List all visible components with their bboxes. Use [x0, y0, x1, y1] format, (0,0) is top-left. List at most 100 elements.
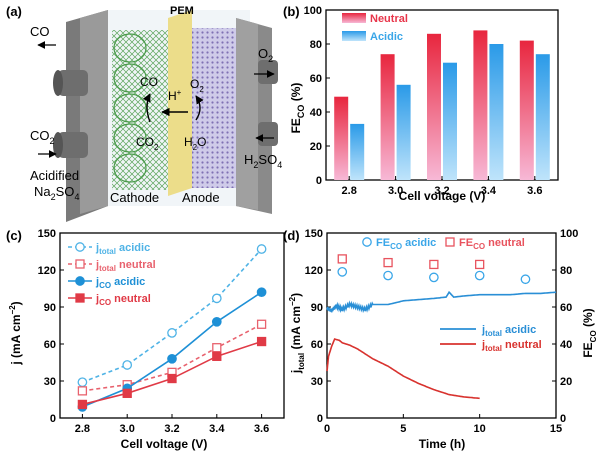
panel-d-ytick-left-label: 30: [311, 376, 323, 388]
panel-c-series-line-2: [82, 291, 263, 408]
panel-d-ytick-right-label: 80: [560, 265, 572, 277]
o2-inner-label: O2: [190, 77, 204, 94]
panel-c-point-0-1: [122, 360, 133, 370]
panel-c-legend-marker-0: [75, 242, 85, 252]
panel-c-tag: (c): [6, 228, 22, 243]
panel-b-ytick-label: 60: [310, 73, 322, 85]
panel-c-legend-label-3-sub: CO: [99, 298, 111, 307]
panel-d-fe-point-1-2: [429, 259, 439, 270]
panel-c-plot-area: 0 30 60 90 120 150 2.8 3.0 3.2 3.4 3.6: [38, 228, 285, 435]
bar-neutral-3.4: [473, 30, 488, 181]
panel-c-point-0-3: [211, 293, 222, 304]
panel-d-ytick-right-label: 40: [560, 339, 572, 351]
bar-acidic-3.6: [535, 54, 550, 181]
bar-neutral-2.8: [334, 96, 349, 180]
panel-d-fe-point-0-0: [337, 266, 348, 277]
panel-c-legend-label-0-main: j: [95, 242, 99, 254]
oxidation-arrow: [195, 95, 204, 121]
panel-d-fe-point-1-1: [383, 257, 393, 268]
panel-d-ytick-right-label: 60: [560, 302, 572, 314]
panel-b-ytick-label: 80: [310, 39, 322, 51]
panel-c-ytick-label: 0: [50, 413, 56, 425]
reduction-arrow: [142, 93, 151, 123]
panel-b-xtick-label: 2.8: [342, 185, 357, 197]
panel-d-fe-point-0-1: [383, 270, 393, 281]
panel-d-fe-point-1-0: [337, 254, 347, 264]
panel-c-xtick-label: 2.8: [75, 423, 90, 435]
panel-c-legend-marker-1: [75, 259, 85, 269]
bar-acidic-3.4: [489, 44, 504, 180]
panel-c-point-0-4: [256, 244, 267, 254]
na2so4-label: Na2SO4: [34, 184, 79, 202]
panel-d-fe-point-0-3: [474, 270, 485, 281]
panel-b-xtick-label: 3.4: [481, 185, 497, 197]
panel-d-line-0: [326, 290, 557, 314]
panel-c-legend-label-3-end: neutral: [111, 293, 151, 305]
legend-acidic-swatch: [342, 31, 366, 41]
panel-b-ylabel: FECO (%): [289, 83, 306, 134]
o2-out-label: O2: [258, 46, 273, 64]
legend-neutral-swatch: [342, 13, 366, 23]
co-out-label: CO: [30, 24, 50, 39]
panel-c-point-1-0: [77, 386, 88, 396]
panel-b-xtick-label: 3.6: [527, 185, 542, 197]
panel-d-ytick-right-label: 100: [560, 228, 578, 240]
panel-d-plot-area: 0 30 60 90 120 150 0 20 40 60 80 100 0 5 10 15: [305, 228, 579, 435]
panel-d-legend-fe-label-0-end: acidic: [402, 237, 436, 249]
panel-d-legend-fe-marker-0: [362, 237, 372, 247]
panel-b-ytick-label: 0: [316, 175, 322, 187]
panel-c-point-1-4: [256, 319, 267, 329]
panel-c-xlabel: Cell voltage (V): [121, 437, 208, 451]
panel-d-legend-fe-label-0-main: FE: [376, 237, 390, 249]
panel-c-ytick-label: 90: [44, 302, 56, 314]
panel-d-legend-fe-marker-1: [445, 237, 455, 247]
panel-c-legend-label-0: jtotal acidic: [95, 242, 150, 256]
cathode-housing: [53, 10, 108, 222]
panel-c-point-2-3: [211, 316, 222, 327]
panel-c-point-3-3: [212, 351, 222, 361]
panel-c-point-3-0: [77, 399, 88, 410]
panel-d-fe-point-0-4: [520, 274, 531, 285]
panel-d-ytick-right-label: 20: [560, 376, 572, 388]
panel-d-ytick-left-label: 90: [311, 302, 323, 314]
panel-c-legend-label-1-end: neutral: [116, 259, 156, 271]
panel-d-legend-j-label-0-end: acidic: [502, 324, 536, 336]
panel-d-ylabel-right: FECO (%): [581, 308, 598, 357]
panel-c-xtick-label: 3.2: [164, 423, 179, 435]
panel-d-ytick-left-label: 120: [305, 265, 323, 277]
panel-d-legend-fe-label-1-main: FE: [459, 237, 473, 249]
panel-d-ytick-left-label: 0: [317, 413, 323, 425]
h2so4-label: H2SO4: [244, 152, 282, 170]
panel-c-legend-marker-3: [75, 293, 85, 303]
panel-d-legend-fe-label-0-sub: CO: [390, 242, 402, 251]
h2o-label: H2O: [184, 135, 206, 152]
panel-c-xtick-label: 3.4: [209, 423, 225, 435]
panel-c-ytick-label: 60: [44, 339, 56, 351]
panel-d-ytick-right-label: 0: [560, 413, 566, 425]
pem-membrane: [168, 10, 192, 196]
panel-d-legend-j-label-1-main: j: [481, 339, 485, 351]
co2-in-label: CO2: [30, 128, 55, 146]
bar-acidic-3.0: [396, 84, 411, 180]
panel-d-fe-point-1-3: [475, 259, 485, 270]
panel-d-legend-fe-label-0: FECO acidic: [376, 237, 436, 251]
panel-b-ytick-label: 100: [304, 5, 322, 17]
panel-c-legend-label-0-sub: total: [99, 247, 116, 256]
panel-c-legend-label-2: jCO acidic: [95, 276, 145, 290]
bar-neutral-3.2: [427, 33, 441, 180]
panel-b-bar-chart: (b) 0 20 40 60 80 100 2.8 3.0 3.2 3.4 3.6 Cell vol…: [283, 4, 559, 203]
panel-b-legend: Neutral Acidic: [342, 13, 408, 43]
panel-b-ytick-label: 40: [310, 107, 322, 119]
panel-c-point-0-2: [167, 328, 177, 338]
panel-d-xlabel: Time (h): [419, 437, 465, 451]
panel-c-xtick-label: 3.6: [254, 423, 269, 435]
panel-d-legend-fe-label-1-end: neutral: [485, 237, 525, 249]
anode-layer: [192, 28, 236, 188]
panel-d-xtick-label: 10: [474, 423, 486, 435]
panel-c-legend-label-0-end: acidic: [116, 242, 150, 254]
panel-c-ylabel: j (mA cm−2): [8, 301, 23, 365]
anode-housing: [236, 18, 278, 214]
